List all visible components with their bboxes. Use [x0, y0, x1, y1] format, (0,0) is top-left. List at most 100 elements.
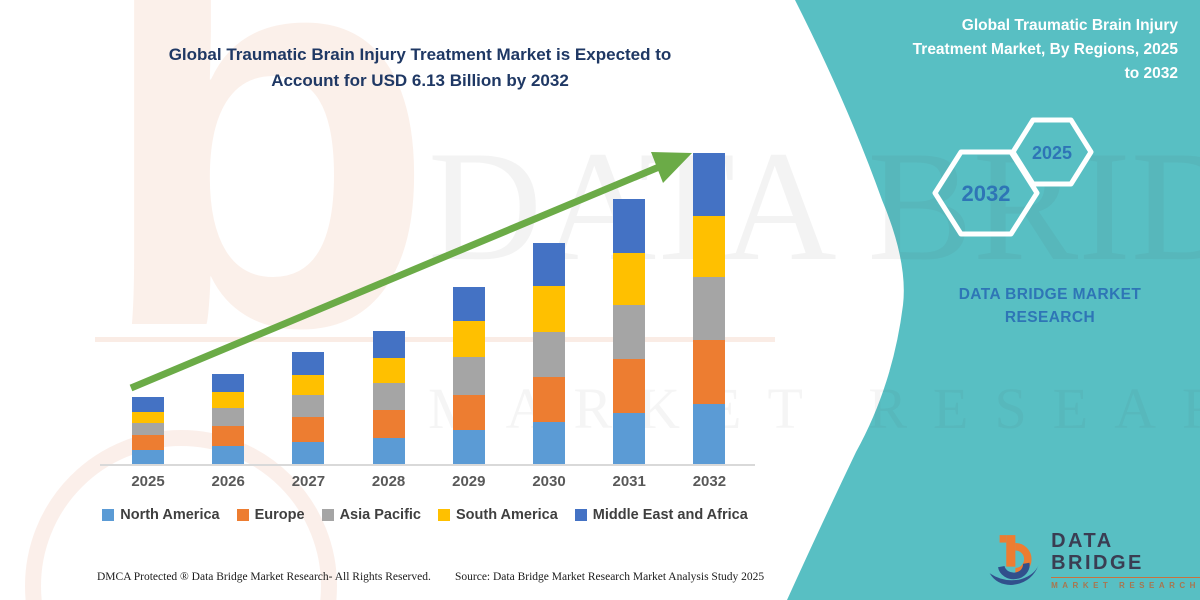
bar-segment-south-america [613, 253, 646, 305]
bar-2025 [132, 396, 164, 464]
x-axis-label-2031: 2031 [612, 473, 646, 490]
bar-segment-north-america [613, 413, 646, 464]
bar-segment-north-america [132, 450, 164, 464]
bar-segment-north-america [372, 437, 405, 464]
bar-segment-asia-pacific [533, 332, 565, 378]
chart-title-line1: Global Traumatic Brain Injury Treatment … [168, 45, 672, 64]
x-axis-line [100, 464, 755, 466]
chart-title-line2: Account for USD 6.13 Billion by 2032 [271, 70, 569, 90]
legend-swatch-icon [321, 509, 334, 521]
legend-item-europe: Europe [236, 507, 305, 523]
bar-segment-middle-east-and-africa [292, 351, 325, 375]
bar-segment-asia-pacific [212, 408, 245, 426]
bar-segment-south-america [132, 411, 164, 423]
bar-2030 [533, 243, 565, 464]
bar-segment-europe [132, 435, 164, 451]
bar-2029 [452, 286, 485, 464]
x-axis-label-2030: 2030 [532, 473, 566, 490]
footer-dmca-text: DMCA Protected ® Data Bridge Market Rese… [97, 571, 431, 583]
bar-segment-north-america [452, 430, 485, 464]
logo-swoosh [989, 564, 1039, 585]
logo-stem [1006, 535, 1016, 567]
panel-title-line3: to 2032 [1124, 65, 1178, 83]
hexagon-2032 [932, 149, 1040, 237]
bar-segment-asia-pacific [132, 422, 164, 436]
bar-segment-north-america [533, 422, 565, 464]
chart-title: Global Traumatic Brain Injury Treatment … [80, 42, 760, 93]
bar-segment-middle-east-and-africa [372, 330, 405, 358]
x-axis-label-2025: 2025 [131, 473, 165, 490]
bar-segment-middle-east-and-africa [533, 243, 565, 286]
bar-segment-asia-pacific [292, 395, 325, 418]
legend-label: Europe [254, 507, 305, 523]
bar-segment-europe [452, 394, 485, 430]
logo-name: DATA BRIDGE [1051, 530, 1144, 574]
legend-swatch-icon [438, 509, 450, 521]
bar-segment-europe [613, 359, 646, 414]
data-bridge-logo: DATA BRIDGE MARKET RESEARCH [988, 530, 1200, 590]
chart-legend: North America Europe Asia Pacific South Ame… [80, 507, 770, 523]
bar-2028 [372, 330, 405, 464]
bar-segment-europe [533, 377, 565, 423]
legend-label: Asia Pacific [339, 507, 421, 523]
logo-serif [999, 535, 1007, 543]
footer-source-text: Source: Data Bridge Market Research Mark… [455, 571, 765, 583]
legend-swatch-icon [236, 509, 249, 521]
bar-segment-middle-east-and-africa [693, 153, 726, 216]
panel-title-line1: Global Traumatic Brain Injury [961, 17, 1178, 34]
bar-segment-south-america [693, 215, 726, 277]
hexagon-2032-label: 2032 [962, 181, 1011, 206]
logo-text-block: DATA BRIDGE MARKET RESEARCH [1051, 530, 1200, 590]
bar-segment-europe [372, 409, 405, 438]
x-axis-label-2029: 2029 [452, 473, 486, 490]
bar-2027 [292, 351, 325, 464]
hexagon-2025-label: 2025 [1032, 143, 1072, 163]
bar-segment-south-america [212, 392, 245, 409]
bar-segment-middle-east-and-africa [132, 396, 164, 412]
bar-segment-middle-east-and-africa [212, 374, 245, 393]
bar-segment-asia-pacific [613, 304, 646, 360]
panel-title-line2: Treatment Market, By Regions, 2025 [912, 41, 1178, 59]
bar-segment-middle-east-and-africa [613, 198, 646, 254]
data-bridge-logo-icon [989, 535, 1039, 585]
legend-item-south-america: South America [438, 507, 558, 523]
legend-label: Middle East and Africa [592, 507, 748, 523]
bar-segment-europe [693, 340, 726, 404]
brand-text: DATA BRIDGE MARKET RESEARCH [958, 286, 1142, 327]
bar-segment-south-america [452, 321, 485, 357]
bar-segment-middle-east-and-africa [452, 286, 485, 321]
bar-segment-europe [292, 417, 325, 442]
logo-bowl-navy [998, 562, 1030, 580]
legend-label: North America [120, 507, 220, 523]
bar-2032 [693, 153, 726, 464]
legend-item-north-america: North America [102, 507, 220, 523]
bar-2031 [613, 198, 646, 464]
x-axis-label-2026: 2026 [211, 473, 245, 490]
x-axis-label-2032: 2032 [692, 473, 727, 490]
hexagon-badges: 2032 2025 [932, 117, 1094, 237]
legend-item-middle-east-and-africa: Middle East and Africa [574, 507, 748, 523]
logo-divider [1051, 577, 1200, 578]
bar-2026 [212, 374, 245, 464]
legend-label: South America [456, 507, 558, 523]
bar-segment-europe [212, 425, 245, 447]
legend-swatch-icon [102, 509, 115, 521]
bar-segment-asia-pacific [372, 382, 405, 410]
bar-segment-south-america [292, 374, 325, 396]
hexagon-2025 [1010, 117, 1094, 187]
bar-segment-north-america [212, 446, 245, 464]
bar-segment-asia-pacific [693, 276, 726, 341]
teal-panel-path [787, 0, 1200, 600]
bar-segment-south-america [372, 357, 405, 383]
x-axis-label-2027: 2027 [291, 473, 326, 490]
x-axis-label-2028: 2028 [371, 473, 406, 490]
bar-segment-north-america [693, 403, 726, 464]
bar-segment-north-america [292, 441, 325, 464]
bar-segment-south-america [533, 285, 565, 333]
panel-title: Global Traumatic Brain Injury Treatment … [833, 14, 1178, 86]
bar-segment-asia-pacific [452, 357, 485, 395]
legend-swatch-icon [574, 509, 587, 521]
logo-subtitle: MARKET RESEARCH [1051, 581, 1200, 590]
